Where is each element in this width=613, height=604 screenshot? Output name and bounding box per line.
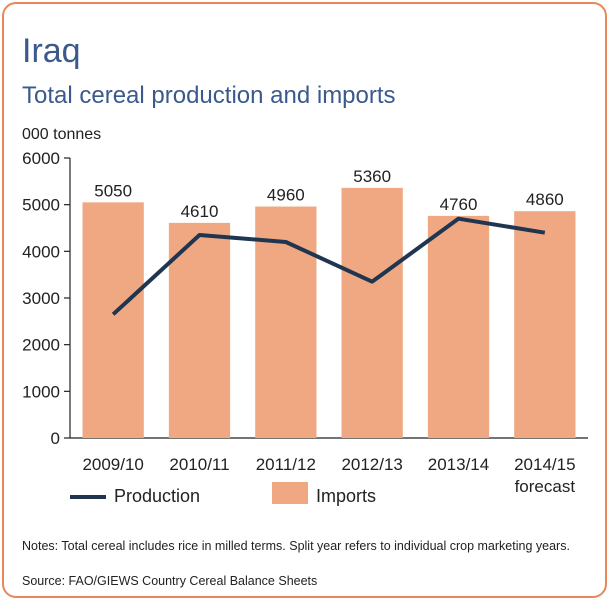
bars-group xyxy=(82,187,576,438)
y-tick-label: 1000 xyxy=(22,382,60,401)
bar-value-label: 4960 xyxy=(267,186,305,205)
chart-subtitle: Total cereal production and imports xyxy=(22,82,396,109)
x-tick-label: 2011/12 xyxy=(256,455,316,474)
imports-bar xyxy=(514,211,576,438)
imports-bar xyxy=(341,187,403,438)
x-tick-label: 2009/10 xyxy=(82,455,143,474)
y-tick-label: 4000 xyxy=(22,242,60,261)
chart-source: Source: FAO/GIEWS Country Cereal Balance… xyxy=(22,574,318,588)
y-axis: 0 1000 2000 3000 4000 5000 6000 xyxy=(22,149,588,448)
legend-production-swatch xyxy=(70,495,106,499)
production-line xyxy=(111,216,546,316)
bar-value-label: 5360 xyxy=(353,167,391,186)
imports-bar xyxy=(255,206,317,438)
bar-value-label: 4610 xyxy=(181,202,219,221)
y-tick-label: 3000 xyxy=(22,289,60,308)
imports-bar xyxy=(427,215,490,438)
bar-value-label: 4860 xyxy=(526,190,564,209)
x-tick-label: 2012/13 xyxy=(341,455,402,474)
y-tick-label: 2000 xyxy=(22,336,60,355)
bar-value-label: 4760 xyxy=(440,195,478,214)
x-tick-label: 2013/14 xyxy=(428,455,489,474)
x-labels-group: 2009/10 2010/11 2011/12 2012/13 2013/14 2014/… xyxy=(82,455,575,496)
x-tick-label: 2010/11 xyxy=(169,455,229,474)
y-tick-label: 5000 xyxy=(22,196,60,215)
y-unit-label: 000 tonnes xyxy=(22,126,102,143)
chart-notes: Notes: Total cereal includes rice in mil… xyxy=(22,539,570,553)
y-tick-label: 0 xyxy=(51,429,60,448)
imports-bar xyxy=(82,202,144,438)
legend-imports-swatch xyxy=(272,482,308,504)
x-tick-label: 2014/15 xyxy=(514,455,575,474)
bar-labels-group: 5050 4610 4960 5360 4760 4860 xyxy=(94,167,563,221)
production-line-group xyxy=(111,216,546,316)
x-tick-sublabel: forecast xyxy=(515,477,576,496)
chart-title: Iraq xyxy=(22,32,81,70)
bar-value-label: 5050 xyxy=(94,181,132,200)
legend-imports-label: Imports xyxy=(316,486,377,506)
legend-production-label: Production xyxy=(114,486,201,506)
imports-bar xyxy=(168,222,231,438)
y-tick-label: 6000 xyxy=(22,149,60,168)
